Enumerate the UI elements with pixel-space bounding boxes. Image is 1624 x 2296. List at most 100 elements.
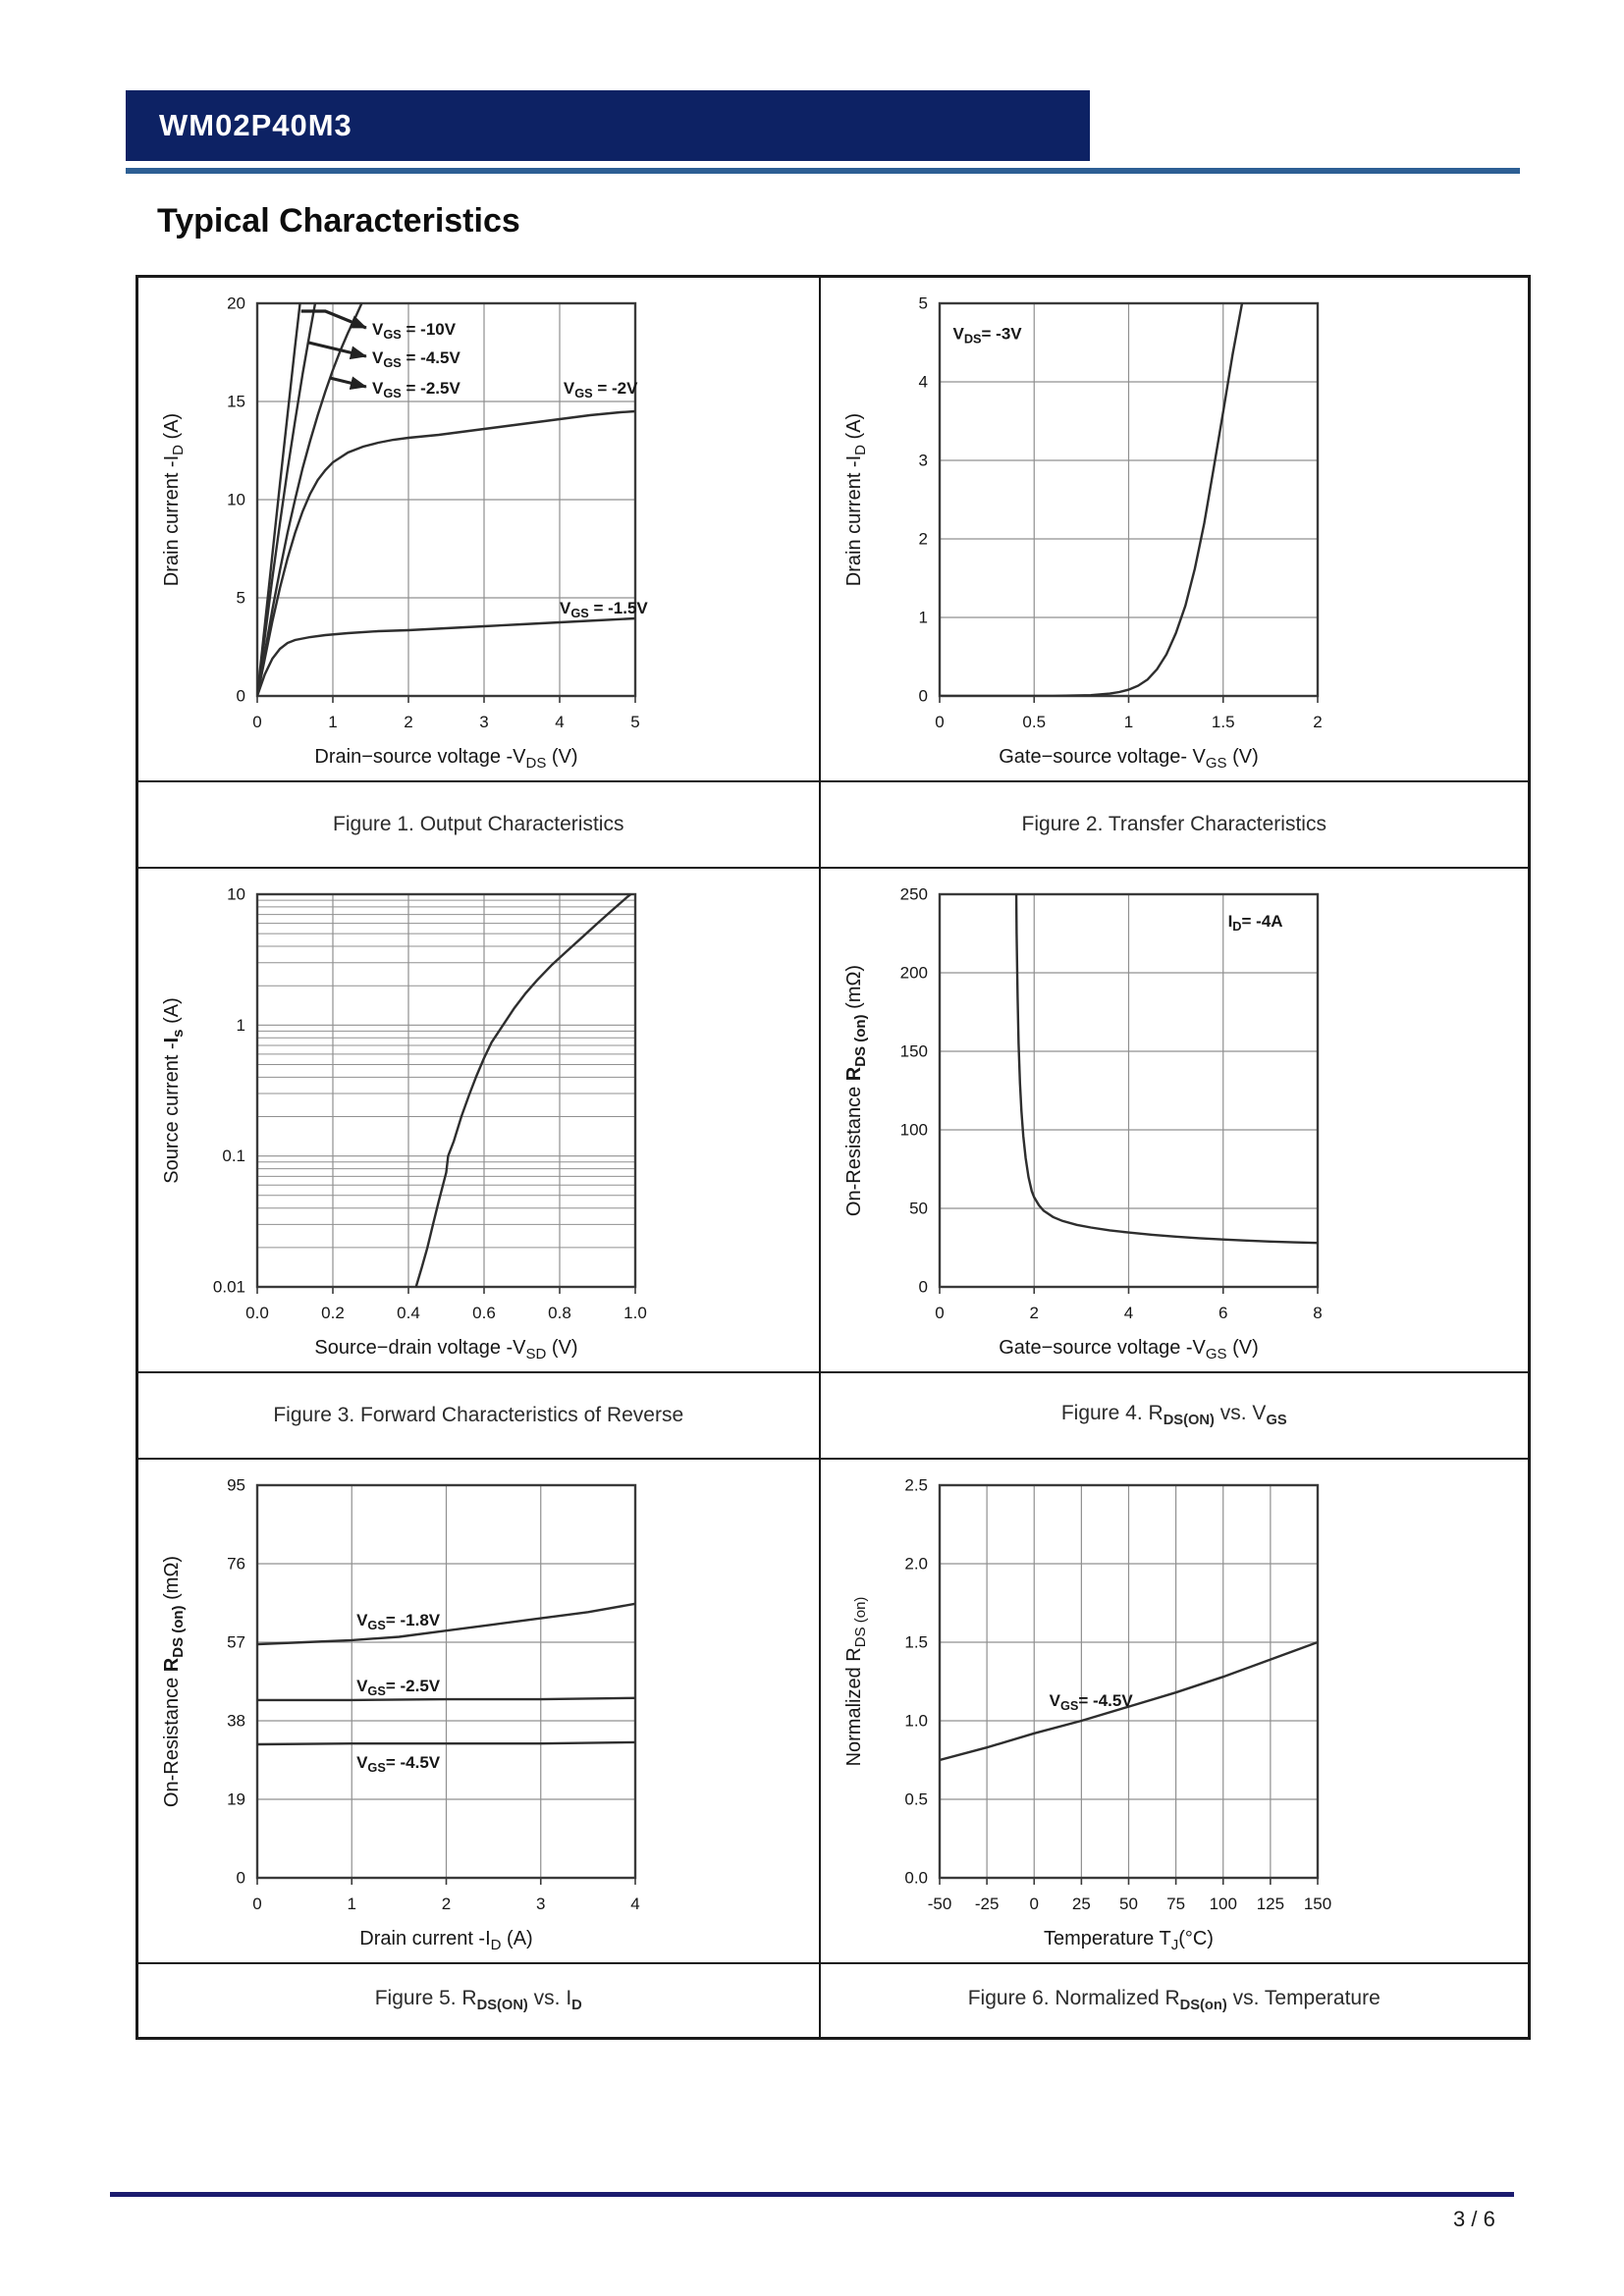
svg-text:25: 25 — [1071, 1895, 1090, 1913]
svg-text:VGS = -1.5V: VGS = -1.5V — [560, 599, 648, 620]
svg-text:125: 125 — [1256, 1895, 1283, 1913]
svg-text:Drain current -ID (A): Drain current -ID (A) — [359, 1928, 532, 1953]
svg-text:4: 4 — [630, 1895, 639, 1913]
svg-text:1: 1 — [328, 713, 337, 731]
svg-text:2: 2 — [404, 713, 412, 731]
svg-text:4: 4 — [918, 373, 927, 392]
svg-text:2: 2 — [918, 530, 927, 549]
svg-text:1.0: 1.0 — [904, 1712, 928, 1731]
svg-text:1: 1 — [348, 1895, 356, 1913]
svg-text:Gate−source voltage -VGS (V): Gate−source voltage -VGS (V) — [999, 1337, 1259, 1362]
svg-text:2.0: 2.0 — [904, 1555, 928, 1574]
page-title: Typical Characteristics — [157, 202, 520, 240]
figure-4-rdson-vs-vgs-chart: ID= -4A 0 2 4 6 8 0 50 100 150 200 250 Gate−source v… — [843, 885, 1323, 1363]
svg-text:200: 200 — [899, 964, 927, 983]
svg-text:0.2: 0.2 — [321, 1304, 345, 1322]
svg-text:VDS= -3V: VDS= -3V — [952, 324, 1022, 346]
svg-text:19: 19 — [227, 1790, 245, 1809]
svg-text:10: 10 — [227, 885, 245, 904]
svg-text:Drain current -ID (A): Drain current -ID (A) — [161, 413, 187, 586]
svg-text:0: 0 — [252, 1895, 261, 1913]
svg-text:0: 0 — [1029, 1895, 1038, 1913]
svg-text:0.8: 0.8 — [548, 1304, 571, 1322]
svg-text:Source−drain voltage -VSD (V): Source−drain voltage -VSD (V) — [314, 1337, 577, 1362]
svg-text:3: 3 — [479, 713, 488, 731]
figure-2-transfer-characteristics-chart: VDS= -3V 0 0.5 1 1.5 2 0 1 2 3 4 5 Gate−source volta… — [843, 294, 1323, 773]
part-number: WM02P40M3 — [159, 108, 352, 142]
header-bar: WM02P40M3 — [126, 90, 1090, 161]
svg-text:0.4: 0.4 — [397, 1304, 420, 1322]
figure-3-chart-cell: 0.0 0.2 0.4 0.6 0.8 1.0 0.01 0.1 1 10 Source−drain… — [135, 867, 821, 1373]
figure-5-caption: Figure 5. RDS(ON) vs. ID — [135, 1962, 821, 2040]
svg-text:0: 0 — [918, 687, 927, 706]
svg-text:0.5: 0.5 — [904, 1790, 928, 1809]
svg-text:2: 2 — [1313, 713, 1322, 731]
svg-text:50: 50 — [909, 1200, 928, 1218]
page-number: 3 / 6 — [1453, 2207, 1495, 2231]
svg-text:ID= -4A: ID= -4A — [1227, 912, 1282, 934]
svg-text:3: 3 — [536, 1895, 545, 1913]
svg-text:38: 38 — [227, 1712, 245, 1731]
svg-text:VGS= -4.5V: VGS= -4.5V — [1049, 1691, 1133, 1713]
svg-text:0: 0 — [935, 1304, 944, 1322]
svg-text:15: 15 — [227, 393, 245, 411]
figure-6-caption: Figure 6. Normalized RDS(on) vs. Tempera… — [818, 1962, 1531, 2040]
svg-text:1: 1 — [918, 609, 927, 627]
svg-text:-50: -50 — [927, 1895, 951, 1913]
svg-text:5: 5 — [918, 294, 927, 313]
svg-text:5: 5 — [237, 589, 245, 608]
figure-6-normalized-rdson-chart: VGS= -4.5V -50 -25 0 25 50 75 100 125 150 0.0 0.5 1.… — [843, 1476, 1331, 1954]
figure-1-output-characteristics-chart: VGS = -10V VGS = -4.5V VGS = -2.5V VGS = -2… — [161, 294, 648, 773]
svg-text:150: 150 — [1303, 1895, 1330, 1913]
svg-text:57: 57 — [227, 1633, 245, 1652]
svg-text:1: 1 — [237, 1016, 245, 1035]
svg-text:150: 150 — [899, 1042, 927, 1061]
svg-text:Drain current -ID (A): Drain current -ID (A) — [843, 413, 869, 586]
svg-text:Gate−source voltage- VGS (V): Gate−source voltage- VGS (V) — [999, 746, 1259, 772]
figure-6-chart-cell: VGS= -4.5V -50 -25 0 25 50 75 100 125 150 0.0 0.5 1.… — [818, 1458, 1531, 1964]
svg-text:75: 75 — [1166, 1895, 1185, 1913]
figure-3-reverse-diode-chart: 0.0 0.2 0.4 0.6 0.8 1.0 0.01 0.1 1 10 Source−drain… — [161, 885, 647, 1363]
header-underline-decoration — [126, 168, 1520, 174]
svg-text:Temperature TJ(°C): Temperature TJ(°C) — [1044, 1928, 1214, 1953]
figure-3-caption: Figure 3. Forward Characteristics of Rev… — [135, 1371, 821, 1460]
svg-text:2: 2 — [442, 1895, 451, 1913]
svg-text:VGS= -1.8V: VGS= -1.8V — [356, 1610, 441, 1631]
svg-text:0: 0 — [935, 713, 944, 731]
svg-text:95: 95 — [227, 1476, 245, 1495]
svg-text:250: 250 — [899, 885, 927, 904]
svg-text:50: 50 — [1119, 1895, 1138, 1913]
svg-text:1.5: 1.5 — [1211, 713, 1234, 731]
figure-4-chart-cell: ID= -4A 0 2 4 6 8 0 50 100 150 200 250 Gate−source v… — [818, 867, 1531, 1373]
svg-text:4: 4 — [555, 713, 564, 731]
figure-2-caption: Figure 2. Transfer Characteristics — [818, 780, 1531, 869]
figure-1-caption: Figure 1. Output Characteristics — [135, 780, 821, 869]
svg-text:20: 20 — [227, 294, 245, 313]
svg-text:1: 1 — [1123, 713, 1132, 731]
figure-5-chart-cell: VGS= -1.8V VGS= -2.5V VGS= -4.5V 0 1 2 3 4 0 19 38… — [135, 1458, 821, 1964]
svg-text:On-Resistance RDS (on) (mΩ): On-Resistance RDS (on) (mΩ) — [843, 965, 869, 1216]
svg-text:100: 100 — [899, 1121, 927, 1140]
svg-text:1.0: 1.0 — [623, 1304, 647, 1322]
svg-text:6: 6 — [1218, 1304, 1227, 1322]
svg-text:VGS= -4.5V: VGS= -4.5V — [356, 1753, 441, 1775]
svg-text:-25: -25 — [974, 1895, 999, 1913]
svg-text:0.5: 0.5 — [1022, 713, 1046, 731]
svg-text:0.0: 0.0 — [904, 1869, 928, 1888]
svg-text:VGS = -10V: VGS = -10V — [372, 320, 457, 342]
svg-text:0.0: 0.0 — [245, 1304, 269, 1322]
svg-text:4: 4 — [1123, 1304, 1132, 1322]
svg-text:3: 3 — [918, 452, 927, 470]
svg-text:10: 10 — [227, 491, 245, 509]
svg-text:0: 0 — [237, 1869, 245, 1888]
svg-text:Drain−source voltage -VDS (V): Drain−source voltage -VDS (V) — [314, 746, 577, 772]
svg-text:VGS= -2.5V: VGS= -2.5V — [356, 1677, 441, 1698]
svg-text:100: 100 — [1209, 1895, 1236, 1913]
svg-text:2.5: 2.5 — [904, 1476, 928, 1495]
figure-2-chart-cell: VDS= -3V 0 0.5 1 1.5 2 0 1 2 3 4 5 Gate−source volta… — [818, 275, 1531, 782]
svg-text:8: 8 — [1313, 1304, 1322, 1322]
svg-text:VGS = -2V: VGS = -2V — [564, 379, 638, 400]
svg-text:Normalized RDS (on): Normalized RDS (on) — [843, 1597, 869, 1767]
svg-text:0.6: 0.6 — [472, 1304, 496, 1322]
svg-text:2: 2 — [1029, 1304, 1038, 1322]
